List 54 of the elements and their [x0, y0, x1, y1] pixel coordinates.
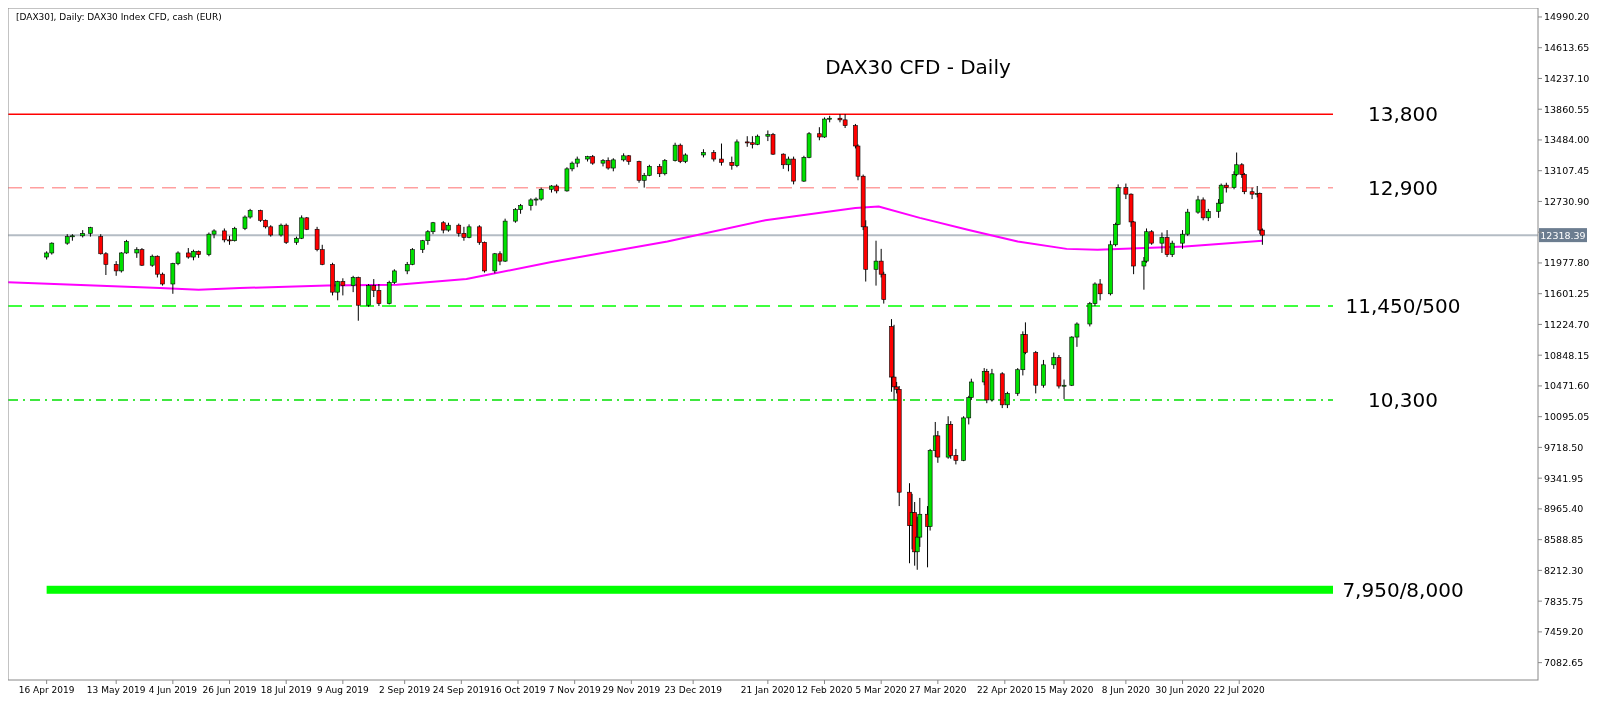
- annotation: [DAX30], Daily: DAX30 Index CFD, cash (EUR): [16, 12, 222, 22]
- ref-line-label: 13,800: [1368, 102, 1438, 127]
- y-tick-label: 13107.45: [1544, 165, 1590, 177]
- y-tick-label: 9718.50: [1544, 441, 1584, 453]
- x-tick-label: 22 Apr 2020: [976, 685, 1033, 695]
- x-tick-label: 8 Jun 2020: [1101, 685, 1151, 695]
- x-tick-label: 13 May 2019: [86, 685, 146, 695]
- x-tick-label: 18 Jul 2019: [260, 685, 312, 695]
- band-label: 7,950/8,000: [1342, 577, 1464, 602]
- y-tick-label: 12730.90: [1544, 195, 1590, 207]
- x-tick-label: 22 Jul 2020: [1213, 685, 1265, 695]
- x-tick-label: 27 Mar 2020: [909, 685, 967, 695]
- y-tick-label: 8965.40: [1544, 503, 1584, 515]
- x-tick-label: 21 Jan 2020: [740, 685, 796, 695]
- x-tick-label: 4 Jun 2019: [148, 685, 198, 695]
- y-tick-label: 13484.00: [1544, 134, 1590, 146]
- x-tick-label: 29 Nov 2019: [602, 685, 661, 695]
- ref-line-label: 10,300: [1368, 387, 1438, 412]
- x-tick-label: 12 Feb 2020: [796, 685, 853, 695]
- x-tick-label: 24 Sep 2019: [432, 685, 491, 695]
- x-tick-label: 15 May 2020: [1034, 685, 1094, 695]
- y-tick-label: 13860.55: [1544, 103, 1590, 115]
- x-tick-label: 7 Nov 2019: [548, 685, 601, 695]
- y-tick-label: 10471.60: [1544, 380, 1590, 392]
- y-tick-label: 10095.05: [1544, 411, 1590, 423]
- x-tick-label: 9 Aug 2019: [316, 685, 370, 695]
- candlestick: [719, 143, 724, 167]
- y-tick-label: 7835.75: [1544, 595, 1584, 607]
- line-series: [8, 205, 1264, 291]
- y-tick-label: 10848.15: [1544, 349, 1590, 361]
- y-tick-label: 14237.10: [1544, 72, 1590, 84]
- x-tick-label: 23 Dec 2019: [664, 685, 723, 695]
- y-tick-label: 14990.20: [1544, 11, 1590, 23]
- ref-line-label: 12318.39: [1540, 230, 1586, 242]
- y-tick-label: 14613.65: [1544, 42, 1590, 54]
- y-tick-label: 11224.70: [1544, 318, 1590, 330]
- x-tick-label: 16 Oct 2019: [490, 685, 547, 695]
- y-tick-label: 11977.80: [1544, 257, 1590, 269]
- y-tick-label: 7082.65: [1544, 657, 1584, 669]
- y-tick-label: 8212.30: [1544, 564, 1584, 576]
- y-tick-label: 11601.25: [1544, 288, 1590, 300]
- candlestick: [1041, 359, 1046, 389]
- y-tick-label: 9341.95: [1544, 472, 1584, 484]
- ref-line-label: 12,900: [1368, 175, 1438, 200]
- x-tick-label: 2 Sep 2019: [379, 685, 431, 695]
- y-tick-label: 7459.20: [1544, 626, 1584, 638]
- x-tick-label: 30 Jun 2020: [1155, 685, 1210, 695]
- x-tick-label: 26 Jun 2019: [202, 685, 257, 695]
- x-tick-label: 5 Mar 2020: [855, 685, 908, 695]
- ref-line-label: 11,450/500: [1345, 294, 1461, 319]
- y-tick-label: 8588.85: [1544, 534, 1584, 546]
- x-tick-label: 16 Apr 2019: [18, 685, 75, 695]
- candlestick: [1249, 187, 1255, 200]
- text: DAX30 CFD - Daily: [825, 55, 1011, 79]
